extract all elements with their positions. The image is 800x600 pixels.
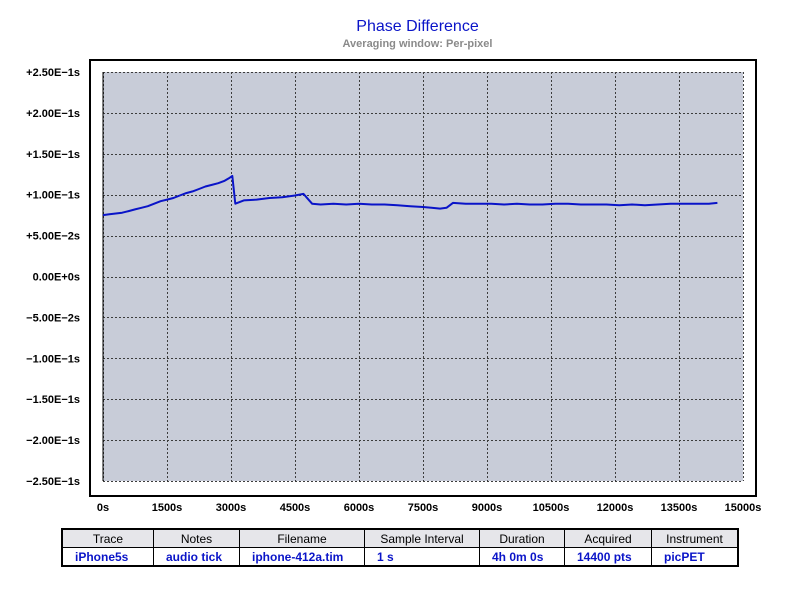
y-tick-label: −2.50E−1s <box>26 476 80 488</box>
x-tick-label: 15000s <box>725 502 762 514</box>
y-tick-label: +1.50E−1s <box>26 149 80 161</box>
y-tick-label: +5.00E−2s <box>26 231 80 243</box>
x-tick-label: 0s <box>97 502 109 514</box>
x-tick-label: 13500s <box>661 502 698 514</box>
y-tick-label: −2.00E−1s <box>26 435 80 447</box>
chart-subtitle: Averaging window: Per-pixel <box>342 38 493 50</box>
series-line <box>102 174 718 217</box>
header-trace: Trace <box>61 528 154 548</box>
y-tick-label: +2.50E−1s <box>26 67 80 79</box>
x-tick-label: 12000s <box>597 502 634 514</box>
table-row: iPhone5s audio tick iphone-412a.tim 1 s … <box>61 547 738 566</box>
x-tick-label: 3000s <box>216 502 247 514</box>
header-sample-interval: Sample Interval <box>364 528 480 548</box>
x-tick-label: 9000s <box>472 502 503 514</box>
y-tick-label: 0.00E+0s <box>33 272 80 284</box>
x-tick-label: 1500s <box>152 502 183 514</box>
x-tick-label: 10500s <box>533 502 570 514</box>
chart-area: +2.50E−1s +2.00E−1s +1.50E−1s +1.00E−1s +5.0… <box>26 59 761 514</box>
y-tick-label: −1.50E−1s <box>26 394 80 406</box>
cell-notes: audio tick <box>153 547 240 566</box>
header-duration: Duration <box>479 528 565 548</box>
cell-acquired: 14400 pts <box>564 547 652 566</box>
header-instrument: Instrument <box>651 528 739 548</box>
header-filename: Filename <box>239 528 365 548</box>
cell-duration: 4h 0m 0s <box>479 547 565 566</box>
cell-instrument: picPET <box>651 547 738 566</box>
trace-info-table: Trace Notes Filename Sample Interval Dur… <box>61 528 739 567</box>
y-tick-label: +2.00E−1s <box>26 108 80 120</box>
header-notes: Notes <box>153 528 240 548</box>
y-axis-ticks: +2.50E−1s +2.00E−1s +1.50E−1s +1.00E−1s +5.0… <box>26 67 80 488</box>
cell-trace: iPhone5s <box>61 547 154 566</box>
chart-title: Phase Difference <box>356 18 479 35</box>
y-tick-label: −1.00E−1s <box>26 353 80 365</box>
y-tick-label: −5.00E−2s <box>26 312 80 324</box>
series-layer <box>102 174 718 217</box>
x-tick-label: 7500s <box>408 502 439 514</box>
x-tick-label: 6000s <box>344 502 375 514</box>
cell-filename: iphone-412a.tim <box>239 547 365 566</box>
y-tick-label: +1.00E−1s <box>26 190 80 202</box>
table-header-row: Trace Notes Filename Sample Interval Dur… <box>61 528 739 548</box>
cell-sample-interval: 1 s <box>364 547 480 566</box>
header-acquired: Acquired <box>564 528 652 548</box>
x-axis-ticks: 0s 1500s 3000s 4500s 6000s 7500s 9000s 10500s 12… <box>97 502 761 514</box>
x-tick-label: 4500s <box>280 502 311 514</box>
